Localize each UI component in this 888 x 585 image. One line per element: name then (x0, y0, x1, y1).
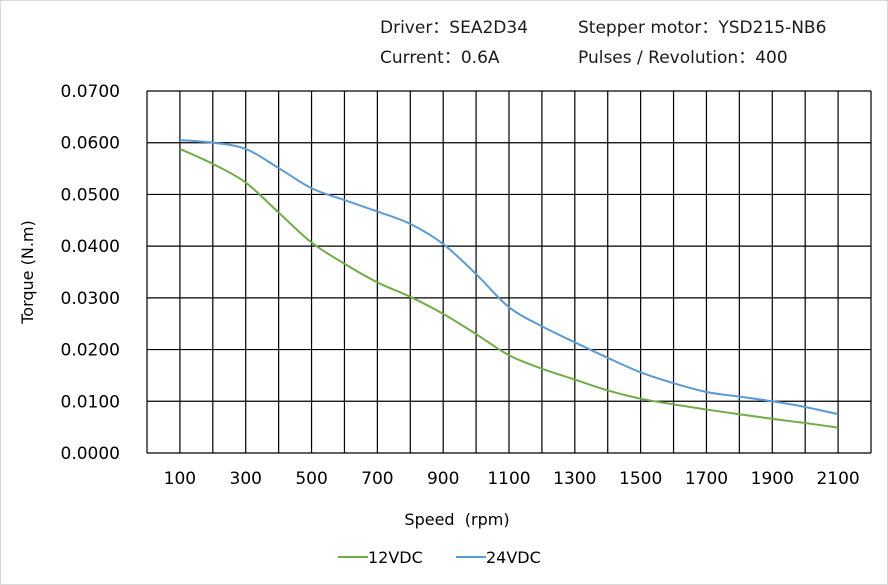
y-tick-label: 0.0600 (61, 134, 120, 154)
y-tick-label: 0.0700 (61, 82, 120, 102)
header-pulses: Pulses / Revolution：400 (578, 48, 788, 68)
y-tick-label: 0.0100 (61, 392, 120, 412)
y-tick-labels: 0.0000 0.0100 0.0200 0.0300 0.0400 0.0500 0.06… (61, 82, 120, 464)
x-tick-label: 1300 (553, 469, 596, 489)
y-axis-label: Torque (N.m) (18, 220, 37, 325)
y-tick-label: 0.0300 (61, 289, 120, 309)
header-motor: Stepper motor：YSD215-NB6 (578, 18, 826, 38)
y-tick-label: 0.0500 (61, 185, 120, 205)
legend-label: 24VDC (486, 548, 541, 567)
series-lines (179, 139, 839, 429)
y-tick-label: 0.0000 (61, 444, 120, 464)
x-tick-label: 700 (361, 469, 393, 489)
y-tick-label: 0.0400 (61, 237, 120, 257)
legend: 12VDC 24VDC (338, 548, 541, 567)
y-tick-label: 0.0200 (61, 341, 120, 361)
gridlines (146, 90, 872, 454)
x-tick-label: 900 (427, 469, 459, 489)
series-line-12VDC (179, 148, 839, 429)
legend-label: 12VDC (368, 548, 423, 567)
x-tick-label: 1500 (619, 469, 662, 489)
x-tick-label: 1700 (685, 469, 728, 489)
header-current: Current：0.6A (380, 48, 500, 68)
x-tick-label: 500 (295, 469, 327, 489)
header-driver: Driver：SEA2D34 (380, 18, 528, 38)
x-tick-labels: 100 300 500 700 900 1100 1300 1500 1700 1900 2100 (164, 469, 860, 489)
x-tick-label: 100 (164, 469, 196, 489)
x-tick-label: 2100 (816, 469, 859, 489)
x-tick-label: 300 (230, 469, 262, 489)
x-tick-label: 1900 (751, 469, 794, 489)
x-axis-label: Speed (rpm) (404, 510, 509, 529)
x-tick-label: 1100 (487, 469, 530, 489)
series-line-24VDC (179, 139, 839, 416)
